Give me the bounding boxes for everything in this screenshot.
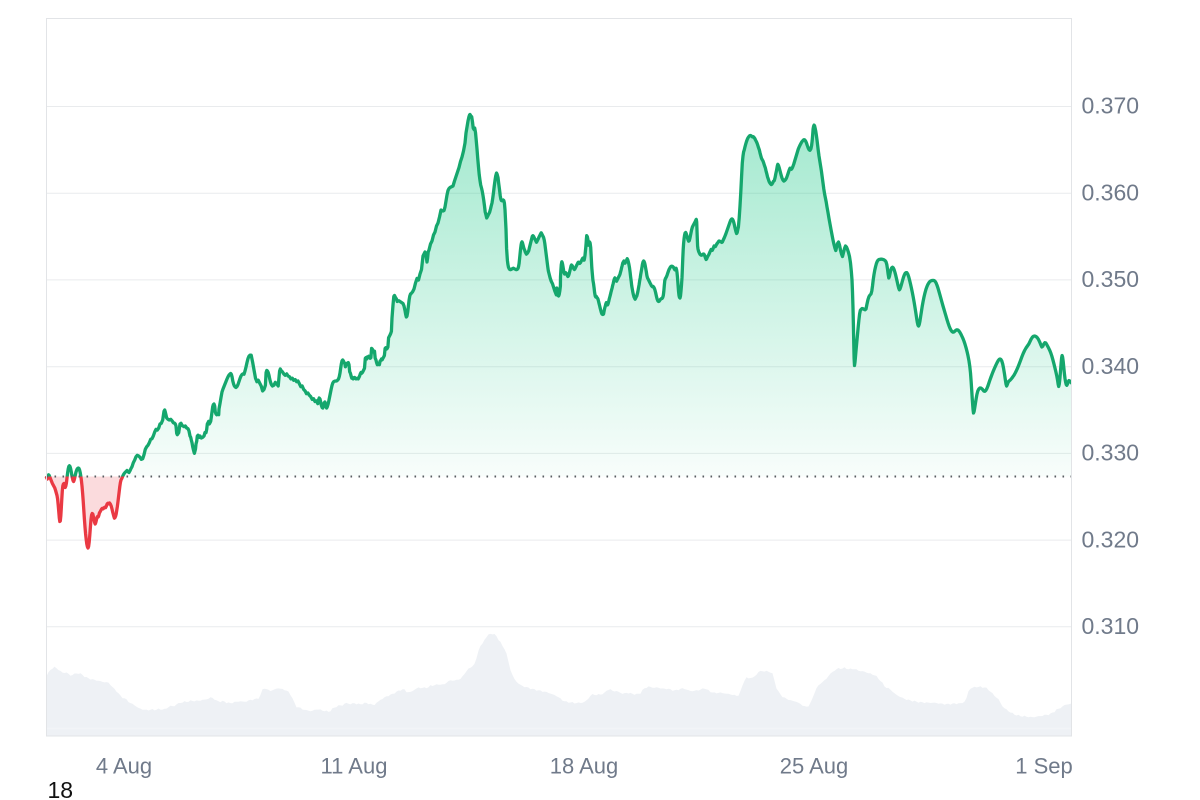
svg-text:0.370: 0.370 xyxy=(1082,93,1140,119)
svg-text:1 Sep: 1 Sep xyxy=(1015,754,1073,779)
svg-text:11 Aug: 11 Aug xyxy=(321,754,388,779)
svg-text:0.330: 0.330 xyxy=(1082,440,1140,466)
svg-text:0.360: 0.360 xyxy=(1082,179,1140,205)
svg-text:0.310: 0.310 xyxy=(1082,613,1140,639)
svg-text:0.340: 0.340 xyxy=(1082,353,1140,379)
svg-text:0.350: 0.350 xyxy=(1082,266,1140,292)
svg-text:0.320: 0.320 xyxy=(1082,526,1140,552)
svg-text:18 Aug: 18 Aug xyxy=(550,754,619,779)
svg-text:25 Aug: 25 Aug xyxy=(780,754,849,779)
svg-text:18: 18 xyxy=(48,777,74,800)
svg-text:4 Aug: 4 Aug xyxy=(96,754,152,779)
